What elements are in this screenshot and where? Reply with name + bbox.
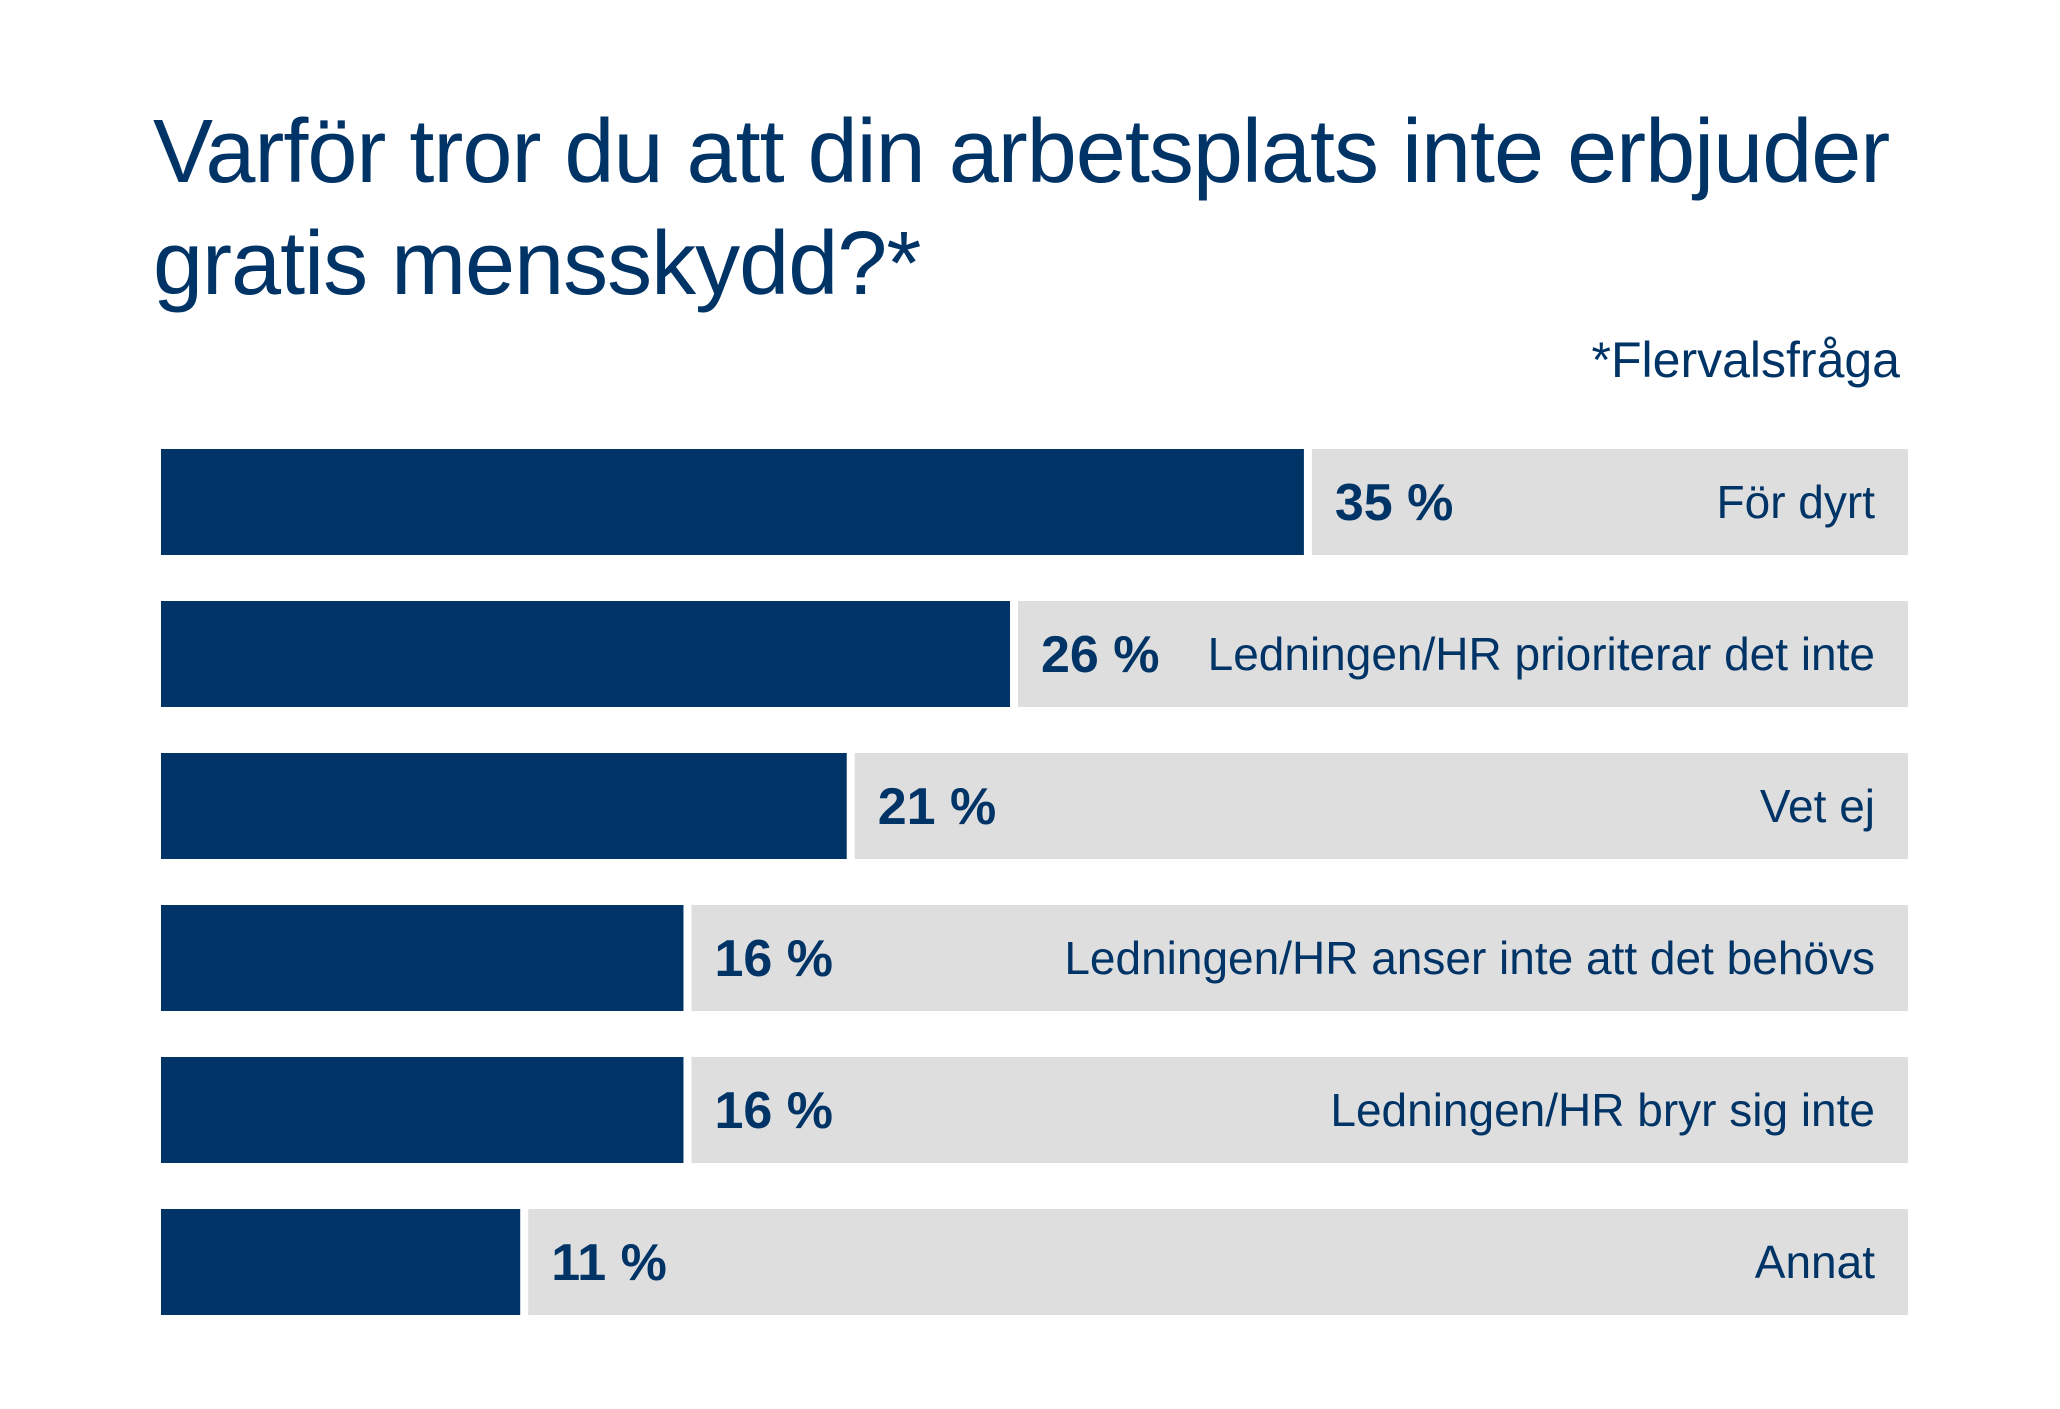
- bar-track: [691, 905, 1908, 1011]
- value-label: 21 %: [878, 778, 997, 836]
- category-label: Ledningen/HR bryr sig inte: [1330, 1084, 1875, 1136]
- bar-track: [1018, 601, 1908, 707]
- value-label: 26 %: [1041, 626, 1160, 684]
- value-label: 16 %: [714, 930, 833, 988]
- value-label: 11 %: [551, 1234, 667, 1292]
- category-label: För dyrt: [1717, 476, 1876, 528]
- category-label: Ledningen/HR anser inte att det behövs: [1064, 932, 1875, 984]
- bar-track: [528, 1209, 1908, 1315]
- bar: [161, 753, 847, 859]
- bar: [161, 449, 1304, 555]
- bar-track: [1311, 449, 1908, 555]
- bar: [161, 1209, 521, 1315]
- footnote: *Flervalsfråga: [1591, 332, 1900, 388]
- bar-track: [691, 1057, 1908, 1163]
- bar: [161, 601, 1011, 707]
- bar-track: [854, 753, 1909, 859]
- value-label: 35 %: [1335, 474, 1454, 532]
- bar: [161, 1057, 684, 1163]
- category-label: Ledningen/HR prioriterar det inte: [1208, 628, 1875, 680]
- category-label: Annat: [1755, 1236, 1875, 1288]
- value-label: 16 %: [714, 1082, 833, 1140]
- category-label: Vet ej: [1760, 780, 1875, 832]
- chart-title: Varför tror du att din arbetsplats inte …: [153, 102, 1890, 314]
- bar: [161, 905, 684, 1011]
